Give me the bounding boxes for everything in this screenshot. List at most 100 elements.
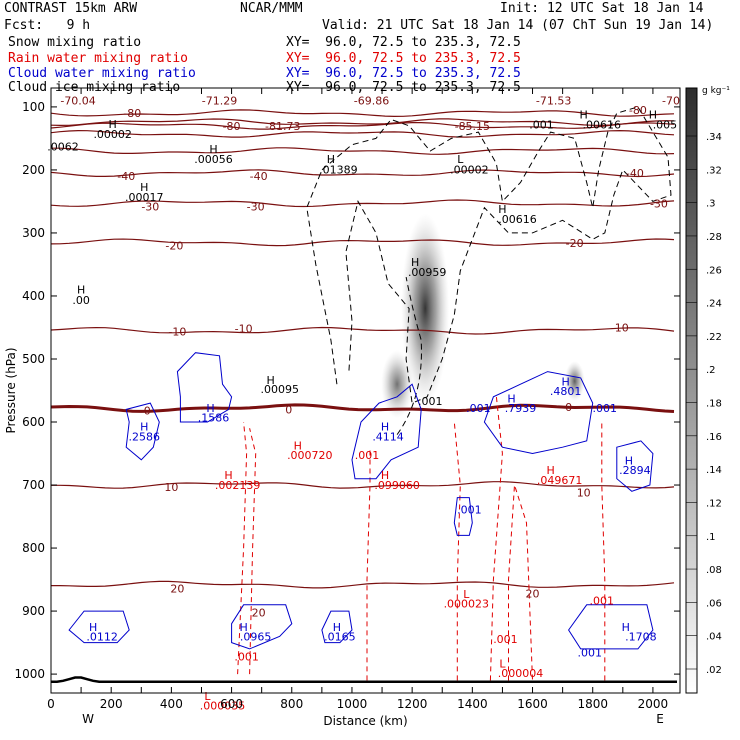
temperature-label: -20 [566,237,584,250]
cloud-ice-shading [564,361,585,402]
cloud-water-label: .0965 [240,630,272,643]
temperature-contour [51,118,675,127]
rain-label: .001 [493,633,518,646]
snow-label: H [209,143,217,156]
cloud-water-label: H [140,420,148,433]
temperature-label: 20 [170,582,184,595]
rain-contour [366,447,371,681]
cloud-water-label: .001 [577,647,602,660]
snow-label: .00616 [498,213,537,226]
snow-contour [306,106,672,404]
temperature-label: -40 [250,170,268,183]
rain-contour [489,396,503,681]
org-label: NCAR/MMM [240,1,303,16]
cloud-water-contour [321,610,353,644]
snow-label: .001 [529,119,554,132]
snow-label: H [411,256,419,269]
temperature-contour [51,109,675,118]
snow-label: H [498,203,506,216]
y-tick-label: 700 [22,478,45,492]
temperature-contour [51,326,675,335]
rain-contour [237,421,248,675]
x-tick-label: 200 [100,697,123,711]
snow-label: .00002 [450,163,489,176]
cloud-water-label: .0165 [324,630,356,643]
rain-label: .049671 [537,474,583,487]
snow-label: H [580,108,588,121]
cloud-water-label: .4114 [372,431,404,444]
cloud-water-label: H [333,621,341,634]
forecast-hour: Fcst: 9 h [4,18,91,33]
rain-label: L [499,657,506,670]
y-tick-label: 900 [22,604,45,618]
init-time: Init: 12 UTC Sat 18 Jan 14 [500,1,704,16]
temperature-label: -70 [662,95,680,108]
colorbar-label: .12 [706,498,722,509]
temperature-contour [51,199,675,208]
colorbar-label: .32 [706,165,722,176]
temperature-label: -40 [626,167,644,180]
colorbar-unit: g kg⁻¹ [702,86,730,96]
temperature-contour [51,129,675,138]
cloud-water-label: .001 [457,504,482,517]
x-tick-label: 1600 [517,697,548,711]
colorbar-label: .04 [706,632,722,643]
cloud-water-contour [483,371,594,455]
temperature-label: -71.53 [536,95,571,108]
cloud-water-label: .1708 [625,630,657,643]
temperature-label: -70.04 [60,95,95,108]
colorbar-label: .22 [706,332,722,343]
snow-label: .00017 [125,191,164,204]
rain-label: .001 [590,594,615,607]
colorbar-label: .18 [706,399,722,410]
model-title: CONTRAST 15km ARW [4,1,138,16]
y-tick-label: 800 [22,541,45,555]
temperature-contour [51,238,675,247]
cloud-water-label: .2894 [619,464,651,477]
rain-label: L [463,588,470,601]
field-name-rain: Rain water mixing ratio [8,51,189,66]
rain-label: .002139 [215,479,261,492]
field-xy-cloud-water: XY= 96.0, 72.5 to 235.3, 72.5 [286,66,521,81]
x-tick-label: 800 [280,697,303,711]
plot-frame [50,87,681,694]
colorbar-label: .1 [706,532,716,543]
cloud-ice-shading [381,350,414,419]
endpoint-west-label: W [82,712,94,726]
colorbar-label: .08 [706,565,722,576]
field-xy-snow: XY= 96.0, 72.5 to 235.3, 72.5 [286,35,521,50]
y-tick-label: 400 [22,289,45,303]
cloud-water-label: H [622,621,630,634]
cloud-water-contour [176,352,233,423]
rain-label: H [224,469,232,482]
cloud-water-label: .7939 [505,402,537,415]
temperature-label: -80 [629,104,647,117]
temperature-label: -80 [223,120,241,133]
rain-label: .001 [234,650,259,663]
snow-label: .0062 [47,141,79,154]
rain-label: .000720 [287,449,333,462]
temperature-contour [51,481,675,489]
cloud-water-label: .2586 [129,431,161,444]
y-tick-label: 500 [22,352,45,366]
snow-label: H [649,108,657,121]
temperature-label: -20 [165,240,183,253]
snow-label: .00002 [93,128,132,141]
snow-label: H [327,153,335,166]
field-name-cloud-water: Cloud water mixing ratio [8,66,196,81]
colorbar-label: .02 [706,665,722,676]
temperature-label: -10 [611,321,629,334]
cloud-water-contour [616,440,654,492]
x-tick-label: 1400 [457,697,488,711]
colorbar-label: .34 [706,132,722,143]
temperature-label: -81.73 [265,120,300,133]
rain-contour [249,428,257,675]
x-tick-label: 1200 [397,697,428,711]
temperature-label: 20 [526,587,540,600]
temperature-contour [51,580,675,589]
rain-label: .001 [355,449,380,462]
temperature-label: 0 [565,401,572,414]
snow-label: H [140,181,148,194]
field-name-cloud-ice: Cloud ice mixing ratio [8,80,181,95]
